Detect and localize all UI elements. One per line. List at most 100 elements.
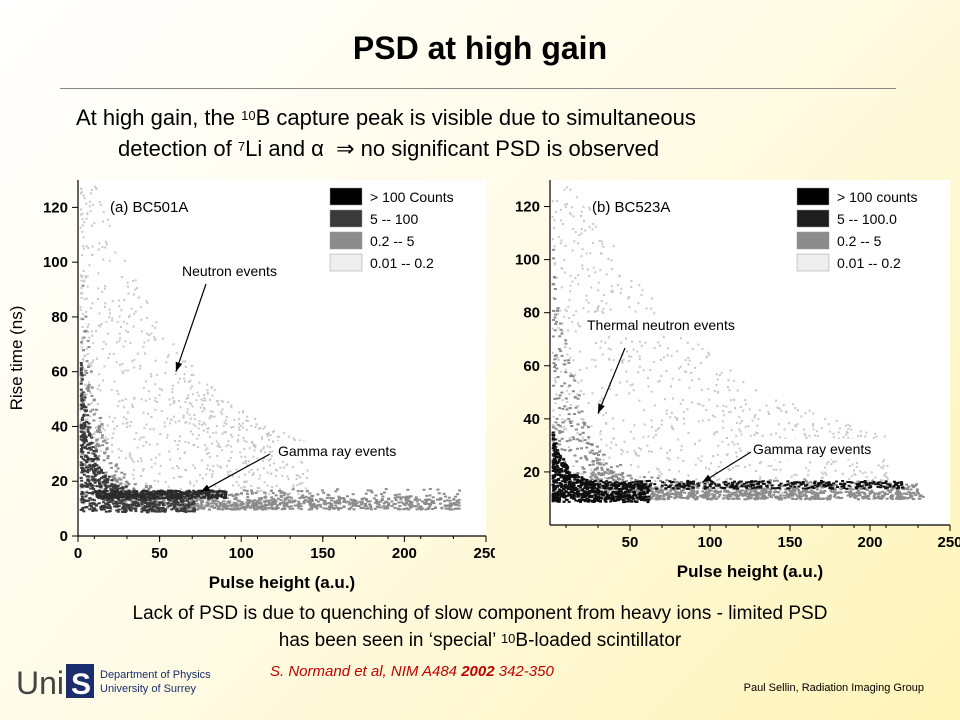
density-cell [739,422,742,425]
density-cell [134,495,138,498]
density-cell [761,434,764,437]
density-cell [580,215,583,218]
density-cell [79,367,83,370]
density-cell [87,247,90,250]
density-cell [132,325,135,328]
density-cell [573,377,576,380]
density-cell [159,464,162,467]
density-cell [238,426,241,429]
density-cell [605,422,608,425]
density-cell [768,492,772,495]
density-cell [127,292,130,295]
density-cell [86,353,89,356]
density-cell [599,269,602,272]
density-cell [107,485,111,488]
density-cell [638,340,641,343]
density-cell [796,409,799,412]
density-cell [103,429,106,432]
density-cell [161,491,165,494]
density-cell [184,440,187,443]
density-cell [733,407,736,410]
density-cell [558,430,562,433]
x-tick-label: 250 [473,545,495,562]
density-cell [89,460,93,463]
density-cell [133,493,137,496]
density-cell [783,428,786,431]
density-cell [123,416,126,419]
density-cell [231,475,234,478]
density-cell [234,493,238,496]
density-cell [86,385,90,388]
density-cell [271,508,275,511]
density-cell [787,422,790,425]
density-cell [552,409,555,412]
density-cell [202,429,205,432]
density-cell [157,497,161,500]
density-cell [99,476,103,479]
density-cell [716,490,720,493]
density-cell [148,443,151,446]
density-cell [563,449,567,452]
density-cell [99,494,103,497]
density-cell [851,493,855,496]
density-cell [680,449,683,452]
density-cell [178,419,181,422]
density-cell [115,361,118,364]
density-cell [146,496,150,499]
density-cell [416,503,420,506]
density-cell [849,485,853,488]
density-cell [178,497,182,500]
density-cell [147,487,151,490]
density-cell [165,496,169,499]
density-cell [287,505,291,508]
density-cell [832,489,836,492]
density-cell [809,484,812,487]
density-cell [89,200,92,203]
density-cell [329,497,333,500]
density-cell [108,308,111,311]
density-cell [276,497,280,500]
density-cell [91,494,94,497]
density-cell [84,466,88,469]
density-cell [570,425,574,428]
density-cell [598,484,602,487]
density-cell [749,434,752,437]
density-cell [553,297,557,300]
density-cell [304,499,308,502]
density-cell [149,495,153,498]
density-cell [107,493,111,496]
density-cell [104,495,108,498]
density-cell [735,490,739,493]
density-cell [630,280,633,283]
density-cell [552,257,556,260]
density-cell [678,367,681,370]
density-cell [162,494,166,497]
density-cell [82,413,86,416]
density-cell [292,484,295,487]
density-cell [638,447,641,450]
density-cell [220,413,223,416]
density-cell [103,479,107,482]
density-cell [605,444,608,447]
density-cell [245,428,248,431]
density-cell [198,422,201,425]
density-cell [256,457,259,460]
density-cell [270,496,274,499]
density-cell [86,326,89,329]
density-cell [315,507,319,510]
density-cell [898,492,902,495]
density-cell [298,482,301,485]
density-cell [98,485,102,488]
density-cell [812,422,815,425]
density-cell [682,410,685,413]
density-cell [83,374,87,377]
density-cell [98,201,101,204]
density-cell [85,372,89,375]
density-cell [792,403,795,406]
density-cell [172,493,176,496]
x-tick-label: 50 [151,545,168,562]
density-cell [793,493,797,496]
density-cell [174,489,178,492]
density-cell [311,506,315,509]
density-cell [882,464,885,467]
